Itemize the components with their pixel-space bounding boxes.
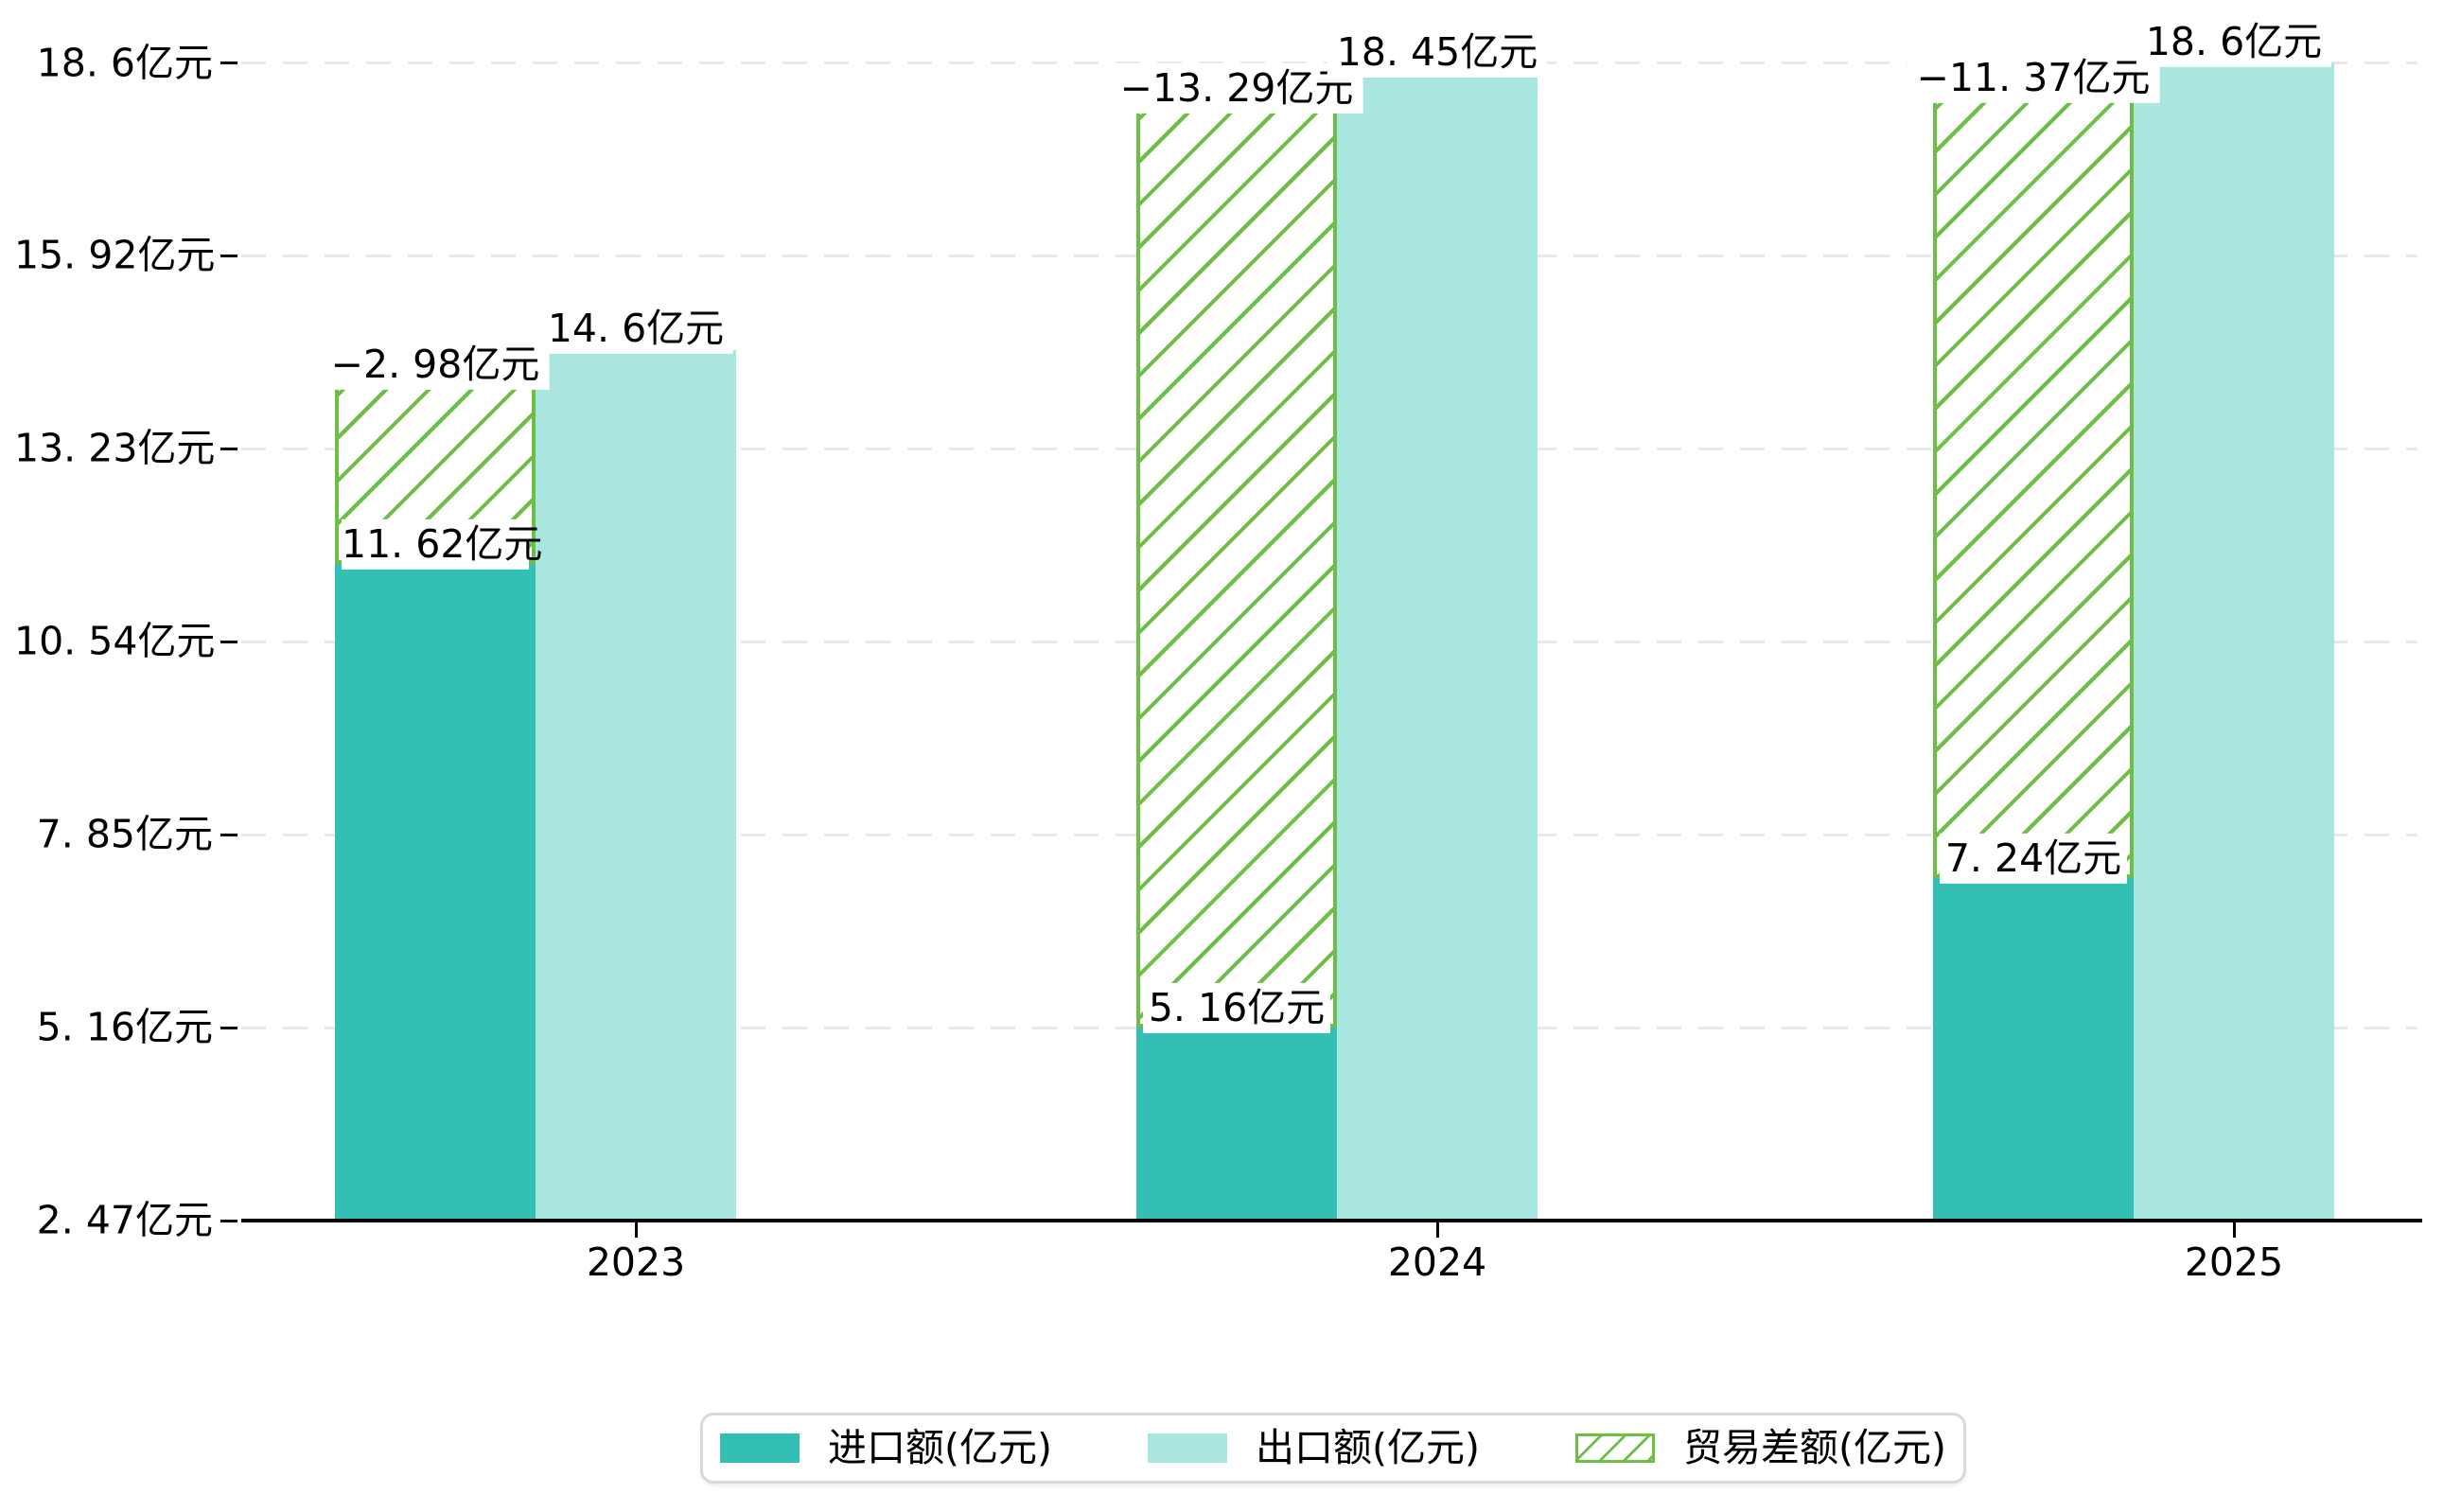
y-axis-tick (220, 640, 237, 643)
x-axis-tick-2024 (1435, 1222, 1439, 1238)
x-axis-label-2024: 2024 (1387, 1239, 1487, 1285)
y-axis-tick (220, 1026, 237, 1029)
y-axis-tick (220, 447, 237, 450)
legend-item-export: 出口额(亿元) (1148, 1429, 1480, 1468)
trade-balance-hatch-swatch (1575, 1433, 1655, 1463)
x-axis-tick-2025 (2232, 1222, 2236, 1238)
y-axis-tick-label: 5. 16亿元 (36, 1004, 213, 1050)
import-bar-2025 (1933, 878, 2134, 1219)
y-axis-tick-label: 2. 47亿元 (36, 1197, 213, 1243)
legend-item-import: 进口额(亿元) (720, 1429, 1052, 1468)
y-axis-tick (220, 833, 237, 836)
y-axis-tick (220, 1219, 237, 1222)
legend-item-balance: 贸易差额(亿元) (1575, 1429, 1946, 1468)
export-bar-2023 (536, 350, 736, 1219)
x-axis-tick-2023 (634, 1222, 638, 1238)
import-value-label-2023: 11. 62亿元 (342, 519, 542, 571)
import-bar-2023 (335, 564, 536, 1219)
y-axis-tick-label: 15. 92亿元 (14, 232, 216, 278)
balance-value-label-2024: −13. 29亿元 (1110, 63, 1363, 114)
export-bar-2025 (2134, 62, 2334, 1219)
import-value-label-2024: 5. 16亿元 (1143, 982, 1330, 1033)
import-swatch (720, 1433, 800, 1463)
x-axis-line (241, 1219, 2422, 1222)
y-axis-tick (220, 254, 237, 257)
export-value-label-2025: 18. 6亿元 (2136, 16, 2332, 67)
export-value-label-2024: 18. 45亿元 (1327, 27, 1548, 79)
legend-label-export: 出口额(亿元) (1256, 1425, 1480, 1470)
y-axis-tick-label: 13. 23亿元 (14, 425, 216, 471)
x-axis-label-2025: 2025 (2184, 1239, 2284, 1285)
trade-balance-bar-2024 (1136, 74, 1337, 1028)
balance-value-label-2025: −11. 37亿元 (1907, 52, 2160, 103)
y-axis-tick-label: 18. 6亿元 (36, 40, 213, 86)
legend: 进口额(亿元) 出口额(亿元) 贸易差额(亿元) (700, 1413, 1966, 1484)
y-axis-tick (220, 62, 237, 65)
import-value-label-2025: 7. 24亿元 (1940, 834, 2127, 885)
x-axis-label-2023: 2023 (586, 1239, 686, 1285)
y-axis-tick-label: 10. 54亿元 (14, 618, 216, 664)
import-bar-2024 (1136, 1028, 1337, 1219)
legend-label-import: 进口额(亿元) (828, 1425, 1052, 1470)
export-value-label-2023: 14. 6亿元 (537, 304, 734, 355)
export-bar-2024 (1337, 74, 1538, 1219)
export-swatch (1148, 1433, 1227, 1463)
trade-balance-bar-2025 (1933, 62, 2134, 879)
balance-value-label-2023: −2. 98亿元 (321, 340, 550, 391)
y-axis-tick-label: 7. 85亿元 (36, 811, 213, 857)
legend-label-balance: 贸易差额(亿元) (1683, 1425, 1946, 1470)
